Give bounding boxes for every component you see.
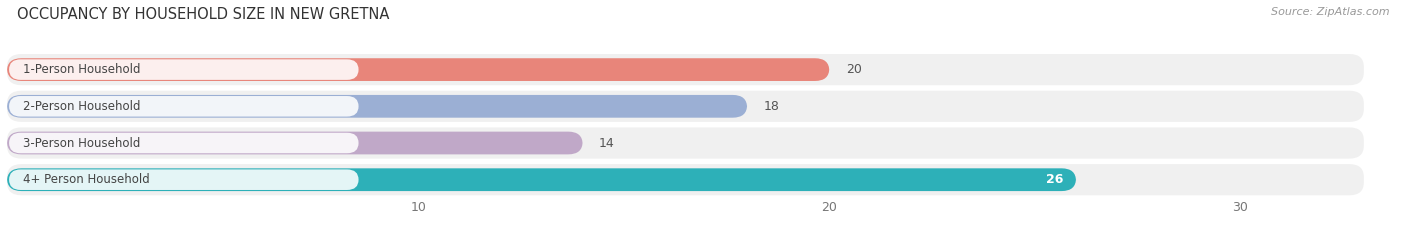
FancyBboxPatch shape (8, 59, 359, 80)
FancyBboxPatch shape (7, 127, 1364, 159)
FancyBboxPatch shape (7, 91, 1364, 122)
Text: 20: 20 (846, 63, 862, 76)
FancyBboxPatch shape (7, 168, 1076, 191)
Text: Source: ZipAtlas.com: Source: ZipAtlas.com (1271, 7, 1389, 17)
Text: 14: 14 (599, 137, 614, 150)
FancyBboxPatch shape (7, 132, 582, 154)
FancyBboxPatch shape (8, 96, 359, 116)
FancyBboxPatch shape (7, 58, 830, 81)
Text: 26: 26 (1046, 173, 1064, 186)
FancyBboxPatch shape (8, 133, 359, 153)
FancyBboxPatch shape (7, 164, 1364, 195)
FancyBboxPatch shape (8, 169, 359, 190)
Text: 1-Person Household: 1-Person Household (24, 63, 141, 76)
FancyBboxPatch shape (7, 95, 747, 118)
FancyBboxPatch shape (7, 54, 1364, 85)
Text: 4+ Person Household: 4+ Person Household (24, 173, 150, 186)
Text: 3-Person Household: 3-Person Household (24, 137, 141, 150)
Text: 2-Person Household: 2-Person Household (24, 100, 141, 113)
Text: OCCUPANCY BY HOUSEHOLD SIZE IN NEW GRETNA: OCCUPANCY BY HOUSEHOLD SIZE IN NEW GRETN… (17, 7, 389, 22)
Text: 18: 18 (763, 100, 779, 113)
